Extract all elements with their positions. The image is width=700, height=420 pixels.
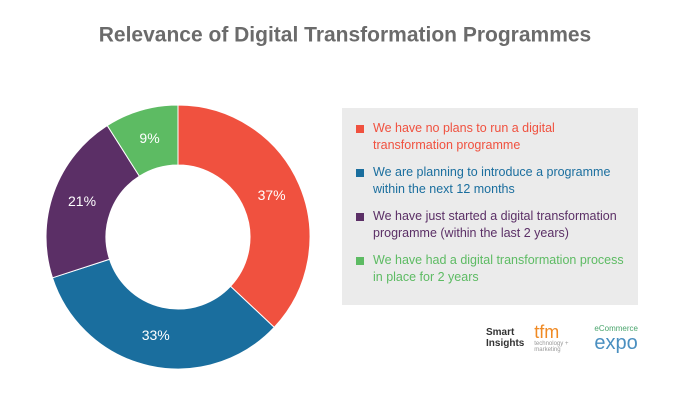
legend-label: We are planning to introduce a programme… [373, 165, 611, 196]
logo-expo-sub: eCommerce [594, 323, 638, 333]
logo-tfm-sub: technology + marketing [534, 341, 569, 353]
legend-item: We have had a digital transformation pro… [356, 252, 624, 286]
legend-swatch [356, 169, 364, 177]
donut-slice [177, 104, 311, 329]
logos: Smart Insights tfm technology + marketin… [486, 318, 638, 358]
data-label: 37% [258, 187, 286, 203]
donut-slice [51, 258, 275, 370]
chart-title: Relevance of Digital Transformation Prog… [99, 24, 591, 47]
legend-label: We have had a digital transformation pro… [373, 253, 624, 284]
legend-label: We have just started a digital transform… [373, 209, 617, 240]
logo-tfm-name: tfm [534, 322, 560, 342]
data-label: 33% [142, 327, 170, 343]
data-label: 21% [68, 193, 96, 209]
legend-swatch [356, 213, 364, 221]
logo-smart: Smart Insights [486, 327, 525, 349]
logo-expo: eCommerce expo [594, 324, 638, 353]
data-label: 9% [139, 130, 159, 146]
logo-expo-name: expo [594, 331, 638, 354]
logo-tfm: tfm technology + marketing [534, 323, 586, 353]
legend-swatch [356, 125, 364, 133]
donut-slice [45, 124, 141, 279]
legend-swatch [356, 257, 364, 265]
legend-label: We have no plans to run a digital transf… [373, 121, 555, 152]
legend: We have no plans to run a digital transf… [342, 108, 638, 305]
legend-item: We have no plans to run a digital transf… [356, 120, 624, 154]
legend-item: We are planning to introduce a programme… [356, 164, 624, 198]
donut-slice [106, 104, 179, 177]
legend-item: We have just started a digital transform… [356, 208, 624, 242]
